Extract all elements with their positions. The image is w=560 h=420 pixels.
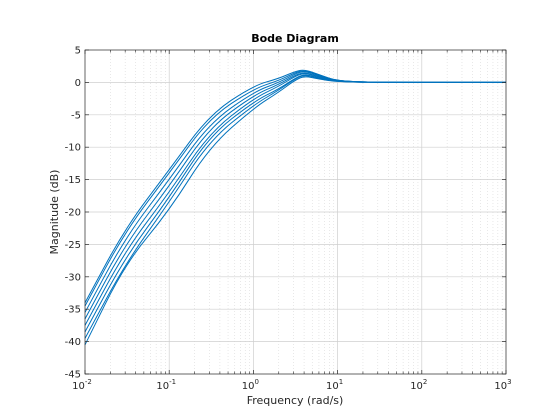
- y-tick-label: -45: [65, 370, 81, 381]
- y-tick-label: -40: [65, 337, 81, 348]
- series-line: [84, 69, 506, 303]
- x-axis-label: Frequency (rad/s): [247, 394, 344, 407]
- y-tick-label: -30: [65, 272, 81, 283]
- series-line: [84, 70, 506, 307]
- x-tick-label: 102: [410, 378, 427, 392]
- y-tick-label: -20: [65, 208, 81, 219]
- tick-marks: [84, 49, 507, 375]
- y-tick-label: -25: [65, 240, 81, 251]
- x-tick-label: 101: [326, 378, 343, 392]
- x-tick-label: 10-2: [72, 378, 92, 392]
- series-line: [84, 73, 506, 326]
- tick-labels: 10-2 10-1 100 101 102 103 5 0 -5 -10 -15 -20 -25 -30 -…: [65, 46, 512, 393]
- series-line: [84, 74, 506, 333]
- y-tick-label: -5: [71, 110, 81, 121]
- x-tick-label: 10-1: [156, 378, 176, 392]
- y-tick-label: -10: [65, 143, 81, 154]
- y-tick-label: 5: [75, 46, 81, 57]
- series-line: [84, 72, 506, 320]
- series-lines: [84, 69, 506, 346]
- y-axis-label: Magnitude (dB): [48, 170, 61, 255]
- y-tick-label: 0: [75, 78, 81, 89]
- chart-title: Bode Diagram: [251, 32, 339, 45]
- x-tick-label: 100: [242, 378, 259, 392]
- series-line: [84, 71, 506, 313]
- y-tick-label: -15: [65, 175, 81, 186]
- grid: [85, 50, 506, 374]
- series-line: [84, 76, 506, 346]
- y-tick-label: -35: [65, 305, 81, 316]
- x-tick-label: 103: [494, 378, 511, 392]
